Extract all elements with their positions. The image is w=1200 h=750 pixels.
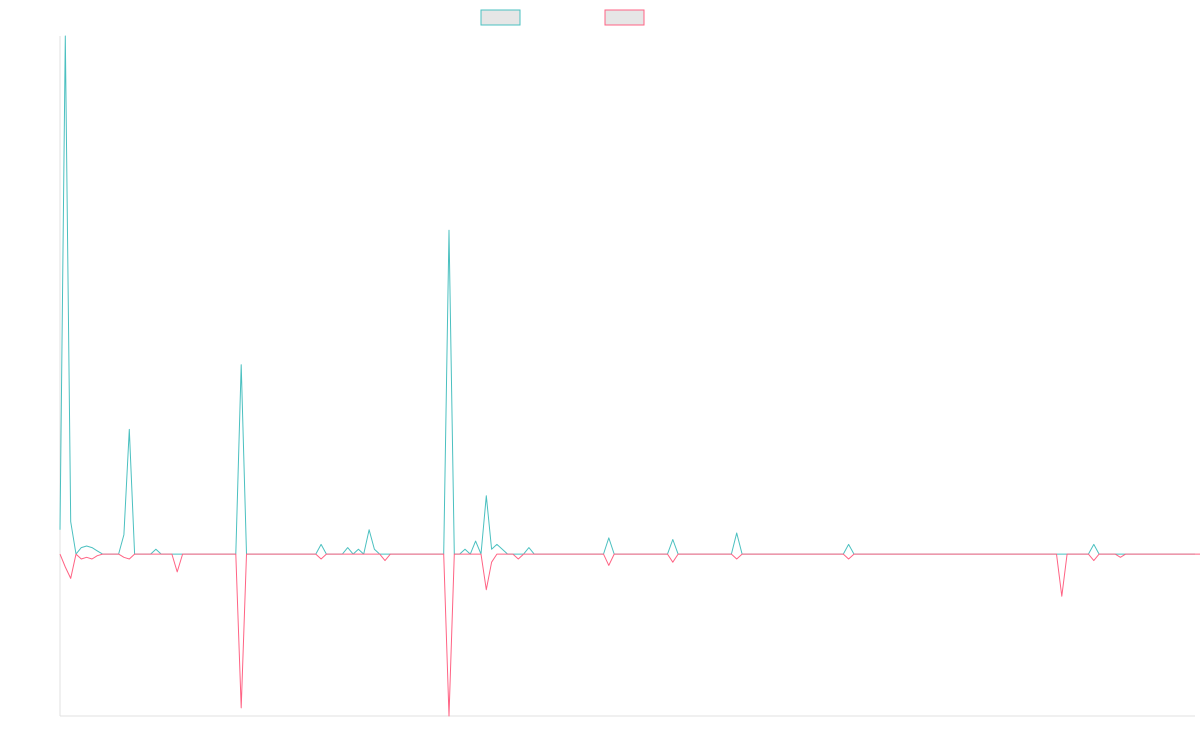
legend-item[interactable] xyxy=(480,9,521,26)
series-layer xyxy=(59,35,1200,717)
legend-item[interactable] xyxy=(604,9,645,26)
legend-swatch xyxy=(604,9,645,26)
series-line-2 xyxy=(59,553,1200,717)
axes xyxy=(59,36,1195,717)
series-line-1 xyxy=(59,35,1195,555)
legend-swatch xyxy=(480,9,521,26)
legend xyxy=(480,9,645,26)
